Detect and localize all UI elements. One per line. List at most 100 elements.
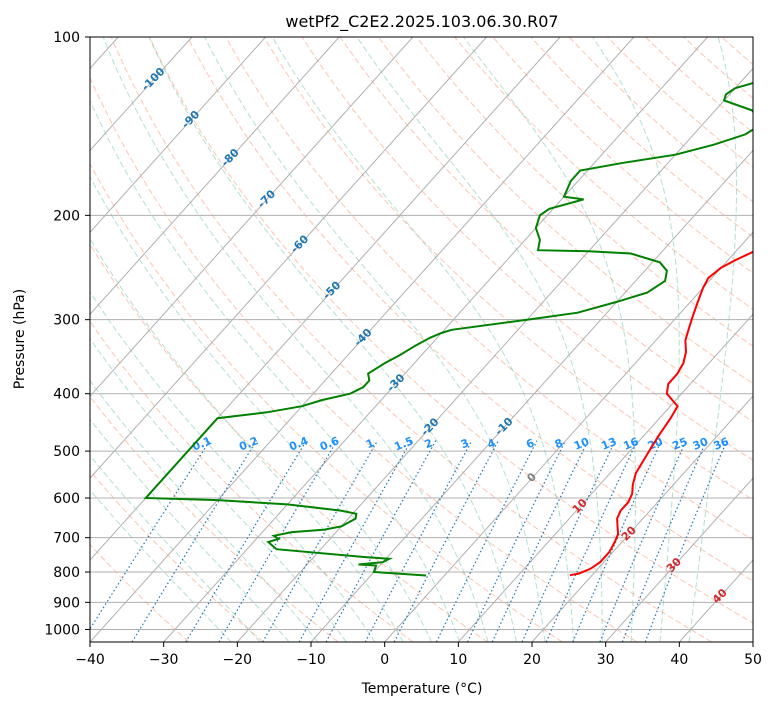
mixing-ratio-label: 13: [599, 435, 618, 453]
dry-adiabat-line: [263, 37, 753, 501]
mixing-ratio-line: [325, 440, 437, 642]
x-tick-label: 30: [597, 652, 615, 668]
dry-adiabat-line: [90, 395, 339, 642]
isotherm-line: [457, 313, 753, 642]
moist-adiabat-line: [90, 454, 261, 642]
mixing-ratio-label: 36: [712, 435, 731, 453]
x-tick-label: 0: [380, 652, 389, 668]
mixing-ratio-line: [218, 440, 338, 642]
isotherm-line: [90, 37, 266, 234]
x-tick-label: −20: [223, 652, 253, 668]
isotherm-line: [90, 37, 635, 642]
moist-adiabat-line: [90, 175, 432, 642]
dry-adiabat-line: [415, 37, 753, 347]
isotherm-line: [90, 37, 340, 315]
moist-adiabat-line: [90, 418, 290, 642]
mixing-ratio-line: [435, 440, 538, 642]
x-tick-label: −30: [149, 652, 179, 668]
dry-adiabat-line: [606, 37, 753, 168]
mixing-ratio-label: 25: [670, 435, 689, 453]
dry-adiabat-line: [110, 37, 712, 642]
y-tick-label: 800: [53, 565, 80, 581]
mixing-ratio-label: 30: [691, 435, 710, 453]
temperature-profile-line: [569, 250, 753, 577]
moist-adiabat-line: [90, 237, 404, 642]
x-tick-label: 10: [449, 652, 467, 668]
x-tick-label: −10: [296, 652, 326, 668]
dewpoint-profile-line: [143, 82, 753, 577]
moist-adiabat-line: [688, 37, 737, 642]
dry-adiabat-line: [339, 37, 753, 423]
y-axis: 100 200 300 400 500 600 700 800 900 1000: [44, 30, 90, 638]
mixing-ratio-labels: 0.1 0.2 0.4 0.6 1 1.5 2 3 4 6 8 10 13 16 20 25 30 36: [190, 434, 731, 453]
moist-adiabat-line: [90, 99, 461, 642]
mixing-ratio-label: 16: [621, 435, 640, 453]
dry-adiabat-line: [186, 37, 753, 582]
y-tick-label: 600: [53, 491, 80, 507]
dry-adiabat-line: [148, 37, 753, 624]
isotherm-line: [236, 67, 753, 642]
x-tick-label: 50: [744, 652, 762, 668]
y-tick-label: 900: [53, 595, 80, 611]
isotherm-grid: [90, 37, 753, 642]
mixing-ratio-label: 1: [364, 436, 376, 451]
plot-frame: [89, 36, 754, 643]
dry-adiabat-line: [90, 76, 638, 642]
moist-adiabat-line: [90, 337, 347, 642]
dry-adiabat-line: [530, 37, 753, 238]
y-tick-label: 700: [53, 531, 80, 547]
plot-area: -100-90-80-70-60-50-40-30-20 -10010203040…: [90, 37, 753, 642]
mixing-ratio-line: [90, 440, 211, 631]
mixing-ratio-line: [545, 440, 638, 642]
x-axis-label: Temperature (°C): [361, 681, 483, 697]
mixing-ratio-line: [521, 440, 616, 642]
isotherm-line: [310, 149, 753, 642]
mixing-ratio-line: [572, 440, 662, 642]
dry-adiabat-line: [90, 243, 488, 642]
moist-adiabats: [90, 37, 737, 642]
dry-adiabat-line: [90, 320, 414, 642]
mixing-ratio-line: [185, 440, 307, 642]
dry-adiabat-line: [377, 37, 753, 385]
isotherm-line: [605, 477, 753, 642]
mixing-ratio-label: 3: [459, 436, 471, 451]
y-tick-label: 200: [53, 208, 80, 224]
isotherm-line: [90, 37, 193, 152]
x-tick-label: −40: [75, 652, 105, 668]
isotherm-line: [531, 395, 753, 642]
mixing-ratio-line: [466, 440, 566, 642]
moist-adiabat-line: [90, 379, 319, 642]
moist-adiabat-line: [271, 37, 575, 642]
isotherm-line: [90, 37, 561, 561]
x-tick-label: 40: [670, 652, 688, 668]
dry-adiabat-line: [454, 37, 753, 310]
dry-adiabat-line: [492, 37, 753, 274]
dry-adiabat-line: [90, 162, 563, 642]
y-tick-label: 100: [53, 30, 80, 46]
mixing-ratio-lines: [90, 440, 728, 642]
moist-adiabat-line: [90, 291, 376, 642]
mixing-ratio-label: 8: [553, 436, 565, 451]
mixing-ratio-label: 2: [423, 436, 435, 451]
y-tick-label: 300: [53, 313, 80, 329]
mixing-ratio-line: [599, 440, 687, 642]
mixing-ratio-line: [131, 440, 258, 642]
y-tick-label: 1000: [44, 622, 80, 638]
moist-adiabat-line: [148, 37, 517, 642]
moist-adiabat-line: [462, 37, 636, 642]
y-axis-label: Pressure (hPa): [12, 289, 28, 389]
moist-adiabat-line: [102, 37, 489, 642]
x-axis: −40 −30 −20 −10 0 10 20 30 40 50: [75, 642, 762, 668]
isotherm-line: [90, 37, 414, 397]
chart-title: wetPf2_C2E2.2025.103.06.30.R07: [285, 12, 558, 32]
isotherm-line: [384, 231, 753, 642]
mixing-ratio-label: 10: [572, 435, 591, 453]
dry-adiabats: [90, 37, 753, 642]
dry-adiabat-line: [301, 37, 753, 461]
mixing-ratio-line: [298, 440, 412, 642]
x-tick-label: 20: [523, 652, 541, 668]
moist-adiabat-line: [591, 37, 680, 642]
mixing-ratio-line: [262, 440, 379, 642]
y-tick-label: 400: [53, 387, 80, 403]
